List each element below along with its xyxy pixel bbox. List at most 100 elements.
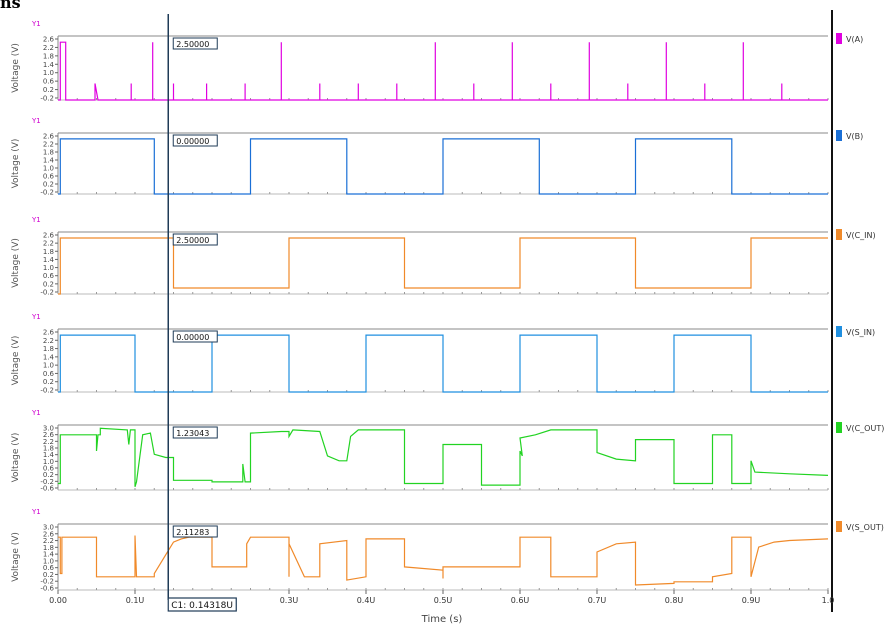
- x-tick-label: 0.4U: [357, 596, 376, 605]
- y-tick-label: 1.8: [43, 544, 54, 552]
- y-tick-label: 1.0: [43, 557, 54, 565]
- y-tick-label: -0.6: [40, 485, 54, 493]
- y-tick-label: -0.2: [40, 289, 54, 297]
- x-tick-label: 0.5U: [434, 596, 453, 605]
- y-axis-label: Voltage (V): [11, 336, 21, 386]
- y-tick-label: -0.2: [40, 387, 54, 395]
- y-tick-label: 2.6: [43, 329, 55, 337]
- x-tick-label: 0.3U: [280, 596, 299, 605]
- y-tick-label: 0.2: [43, 571, 54, 579]
- y-tick-label: 1.0: [43, 458, 54, 466]
- y-unit-marker: Y1: [31, 20, 41, 28]
- y-tick-label: 1.4: [43, 61, 55, 69]
- y-tick-label: 0.6: [43, 564, 55, 572]
- x-tick-label: 0.00: [49, 596, 67, 605]
- y-tick-label: 0.6: [43, 78, 55, 86]
- legend-label: V(S_OUT): [846, 523, 884, 532]
- y-tick-label: 2.2: [43, 44, 54, 52]
- y-axis-label: Voltage (V): [11, 238, 21, 288]
- series-line-V(C_IN): [58, 237, 828, 295]
- legend-swatch: [836, 130, 842, 141]
- cursor-value: 0.00000: [176, 137, 209, 146]
- series-line-V(S_IN): [58, 334, 828, 393]
- y-unit-marker: Y1: [31, 216, 41, 224]
- y-tick-label: -0.6: [40, 585, 54, 593]
- legend-label: V(C_IN): [846, 231, 876, 240]
- y-axis-label: Voltage (V): [11, 139, 21, 189]
- y-axis-label: Voltage (V): [11, 532, 21, 582]
- series-line-V(S_OUT): [58, 535, 829, 586]
- cursor-value-box: [172, 426, 218, 439]
- y-tick-label: 0.2: [43, 471, 54, 479]
- y-axis-label: Voltage (V): [11, 433, 21, 483]
- y-tick-label: 2.2: [43, 141, 54, 149]
- series-line-V(C_OUT): [58, 427, 829, 487]
- series-line-V(A): [58, 41, 828, 101]
- y-unit-marker: Y1: [31, 409, 41, 417]
- y-tick-label: -0.2: [40, 578, 54, 586]
- cursor-value: 2.11283: [176, 528, 209, 537]
- y-unit-marker: Y1: [31, 508, 41, 516]
- x-tick-label: 0.7U: [588, 596, 607, 605]
- y-tick-label: -0.2: [40, 478, 54, 486]
- cursor-value: 2.50000: [176, 236, 209, 245]
- y-tick-label: -0.2: [40, 189, 54, 197]
- y-tick-label: 0.2: [43, 181, 54, 189]
- y-tick-label: 0.6: [43, 370, 55, 378]
- legend-swatch: [836, 33, 842, 44]
- x-tick-label: 0.9U: [742, 596, 761, 605]
- y-tick-label: 0.6: [43, 173, 55, 181]
- page-title: ns: [0, 0, 21, 12]
- y-tick-label: 2.6: [43, 133, 55, 141]
- y-tick-label: 1.4: [43, 551, 55, 559]
- cursor-label-box: [167, 597, 237, 612]
- y-tick-label: 1.8: [43, 248, 54, 256]
- y-tick-label: 1.8: [43, 445, 54, 453]
- legend-label: V(B): [846, 132, 863, 141]
- y-tick-label: 2.2: [43, 240, 54, 248]
- y-tick-label: 0.2: [43, 280, 54, 288]
- legend-label: V(A): [846, 35, 863, 44]
- series-line-V(B): [58, 138, 828, 195]
- x-tick-label: 1.0: [822, 596, 835, 605]
- cursor-value: 1.23043: [176, 429, 209, 438]
- y-tick-label: 1.4: [43, 451, 55, 459]
- y-axis-label: Voltage (V): [11, 43, 21, 93]
- x-tick-label: 0.8U: [665, 596, 684, 605]
- cursor-value: 0.00000: [176, 333, 209, 342]
- y-unit-marker: Y1: [31, 117, 41, 125]
- y-tick-label: 1.8: [43, 52, 54, 60]
- y-tick-label: 2.2: [43, 337, 54, 345]
- y-tick-label: 1.0: [43, 362, 54, 370]
- y-tick-label: 2.6: [43, 232, 55, 240]
- legend-label: V(S_IN): [846, 328, 875, 337]
- cursor-value-box: [172, 37, 218, 50]
- y-tick-label: 1.0: [43, 264, 54, 272]
- y-tick-label: 3.0: [43, 524, 54, 532]
- y-tick-label: 0.2: [43, 86, 54, 94]
- cursor-value-box: [172, 330, 218, 343]
- y-tick-label: -0.2: [40, 95, 54, 103]
- y-tick-label: 1.0: [43, 69, 54, 77]
- y-tick-label: 3.0: [43, 425, 54, 433]
- y-tick-label: 1.4: [43, 157, 55, 165]
- legend-swatch: [836, 521, 842, 532]
- y-tick-label: 2.2: [43, 537, 54, 545]
- cursor-value: 2.50000: [176, 40, 209, 49]
- y-tick-label: 2.6: [43, 431, 55, 439]
- y-tick-label: 0.6: [43, 465, 55, 473]
- y-tick-label: 1.4: [43, 353, 55, 361]
- x-tick-label: 0.1U: [126, 596, 145, 605]
- x-axis-label: Time (s): [421, 614, 463, 625]
- y-unit-marker: Y1: [31, 313, 41, 321]
- legend-swatch: [836, 422, 842, 433]
- y-tick-label: 2.2: [43, 438, 54, 446]
- y-tick-label: 1.8: [43, 345, 54, 353]
- legend-swatch: [836, 229, 842, 240]
- x-tick-label: 0.6U: [511, 596, 530, 605]
- legend-label: V(C_OUT): [846, 424, 884, 433]
- y-tick-label: 1.0: [43, 165, 54, 173]
- y-tick-label: 0.2: [43, 378, 54, 386]
- cursor-value-box: [172, 134, 218, 147]
